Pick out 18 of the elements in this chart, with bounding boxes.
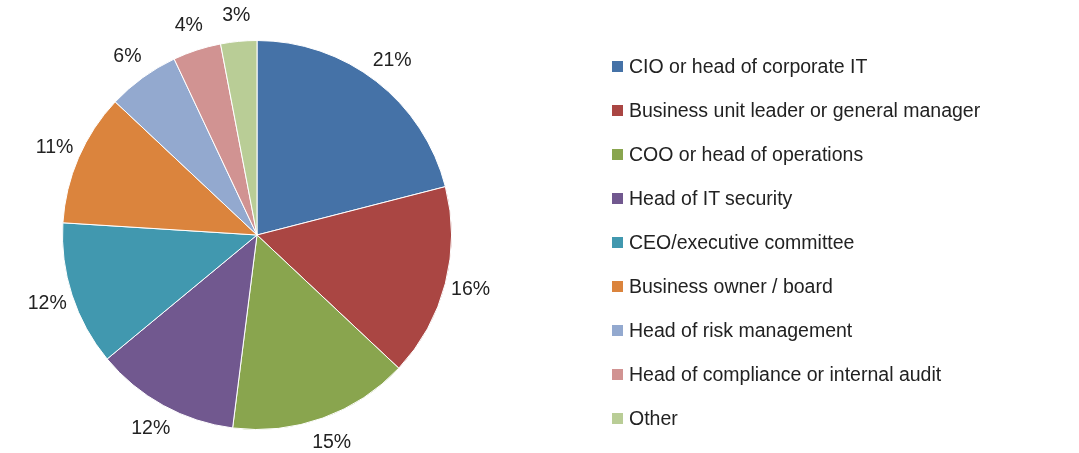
legend-label: Head of IT security <box>629 186 793 210</box>
data-label: 12% <box>27 290 67 313</box>
data-label: 15% <box>312 429 352 452</box>
data-label: 6% <box>113 43 142 66</box>
data-label: 12% <box>131 415 171 438</box>
legend-label: Other <box>629 406 678 430</box>
legend-label: Head of risk management <box>629 318 853 342</box>
legend-label: COO or head of operations <box>629 142 864 166</box>
legend-label: CIO or head of corporate IT <box>629 54 868 78</box>
legend-label: Head of compliance or internal audit <box>629 362 942 386</box>
legend-label: Business owner / board <box>629 274 833 298</box>
data-label: 3% <box>222 2 251 25</box>
data-label: 11% <box>35 134 74 157</box>
legend-label: CEO/executive committee <box>629 230 855 254</box>
data-label: 21% <box>372 48 412 71</box>
legend-label: Business unit leader or general manager <box>629 98 981 122</box>
data-label: 4% <box>174 12 203 35</box>
data-label: 16% <box>451 277 491 300</box>
